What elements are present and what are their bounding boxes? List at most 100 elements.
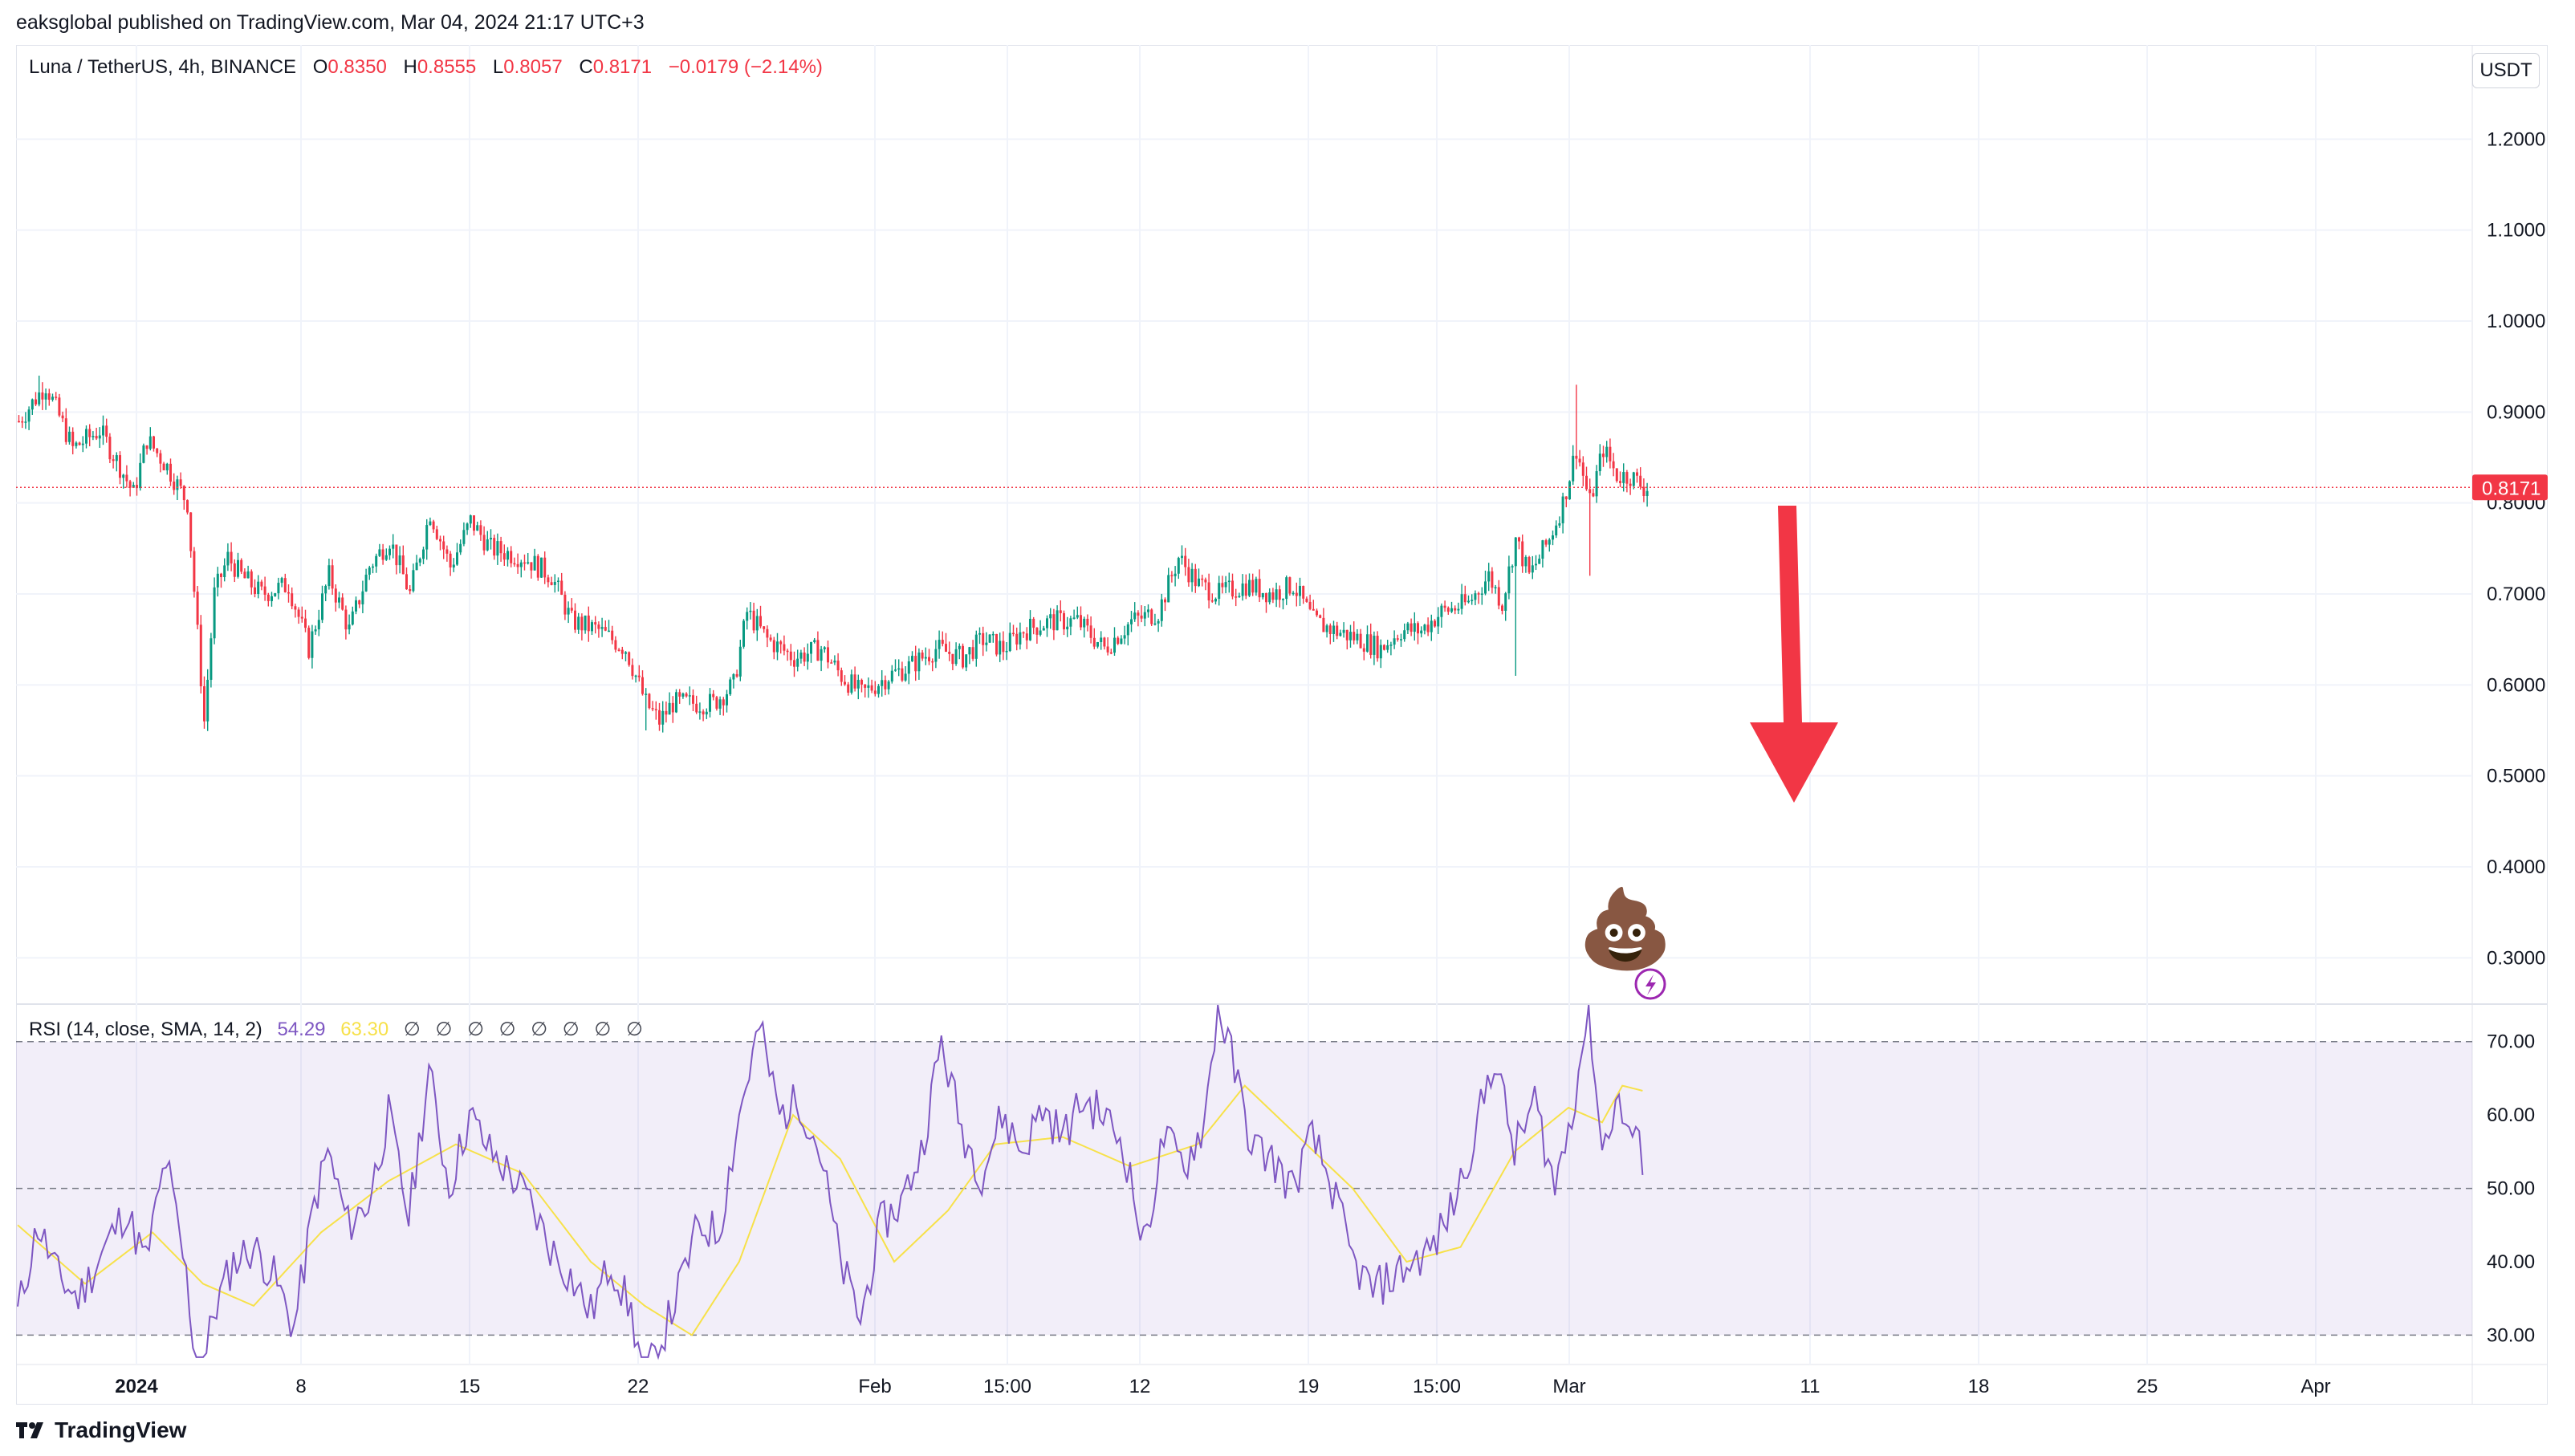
- price-tick-label: 1.0000: [2487, 311, 2545, 332]
- time-tick-label: 18: [1968, 1376, 1990, 1397]
- candle-body: [361, 591, 364, 604]
- close-label: C: [579, 56, 593, 78]
- publish-info: eaksglobal published on TradingView.com,…: [16, 11, 645, 34]
- candle-body: [567, 608, 570, 615]
- candle-body: [850, 674, 853, 693]
- candle-body: [439, 539, 441, 542]
- candle-body: [665, 710, 668, 715]
- candle-body: [243, 571, 246, 579]
- candle-body: [496, 541, 499, 556]
- candle-body: [1544, 540, 1548, 545]
- candle-body: [502, 553, 506, 560]
- candle-body: [796, 658, 799, 667]
- tradingview-brand[interactable]: TradingView: [16, 1417, 186, 1443]
- candle-body: [742, 620, 745, 647]
- candle-body: [311, 631, 314, 658]
- candle-body: [452, 564, 455, 567]
- candle-body: [71, 431, 75, 446]
- high-value: 0.8555: [417, 56, 477, 78]
- candle-body: [637, 675, 641, 677]
- candle-body: [971, 647, 974, 659]
- candle-body: [1342, 629, 1345, 633]
- candle-body: [678, 692, 681, 697]
- candle-body: [1244, 583, 1247, 596]
- candle-body: [894, 669, 897, 671]
- candle-body: [344, 609, 348, 630]
- candle-body: [1325, 625, 1328, 632]
- candle-body: [608, 630, 610, 632]
- candle-body: [1221, 583, 1224, 588]
- candle-body: [274, 593, 277, 596]
- candle-body: [1042, 628, 1045, 631]
- candle-body: [1376, 636, 1379, 659]
- candle-body: [1231, 580, 1234, 597]
- candle-body: [654, 709, 657, 710]
- candle-body: [1130, 619, 1133, 624]
- candle-body: [1319, 615, 1322, 618]
- candle-body: [324, 586, 327, 594]
- candle-body: [786, 650, 789, 653]
- candle-body: [836, 661, 840, 671]
- candle-body: [624, 652, 627, 654]
- candle-body: [1585, 475, 1588, 490]
- candle-body: [1423, 624, 1426, 631]
- candle-body: [873, 690, 877, 694]
- candle-body: [1645, 490, 1649, 497]
- candle-body: [1140, 615, 1143, 619]
- candle-body: [1366, 634, 1369, 652]
- candle-body: [988, 634, 991, 643]
- candle-body: [587, 615, 590, 632]
- candle-body: [1457, 608, 1460, 611]
- candle-body: [1184, 555, 1187, 567]
- candle-body: [661, 710, 665, 725]
- candle-body: [1190, 568, 1194, 583]
- symbol-label[interactable]: Luna / TetherUS, 4h, BINANCE: [29, 56, 297, 78]
- rsi-title[interactable]: RSI (14, close, SMA, 14, 2): [29, 1019, 262, 1040]
- candle-body: [473, 515, 475, 531]
- candle-body: [921, 653, 924, 659]
- candle-body: [580, 616, 584, 631]
- price-tick-label: 0.3000: [2487, 947, 2545, 969]
- down-arrow: [1750, 506, 1838, 803]
- candle-body: [1349, 632, 1352, 641]
- candle-body: [1092, 637, 1096, 647]
- candle-body: [827, 647, 829, 663]
- candle-body: [395, 544, 398, 566]
- candle-body: [803, 653, 806, 662]
- candle-body: [203, 686, 205, 722]
- candle-body: [945, 644, 947, 652]
- candle-body: [1460, 594, 1463, 609]
- candle-body: [954, 649, 958, 665]
- candle-body: [490, 538, 492, 539]
- candle-body: [486, 539, 489, 551]
- candle-body: [1008, 632, 1011, 651]
- candle-body: [513, 563, 516, 565]
- candle-body: [1619, 481, 1621, 483]
- candle-body: [1511, 566, 1514, 567]
- candle-body: [1039, 630, 1042, 635]
- rsi-empty-values: ∅ ∅ ∅ ∅ ∅ ∅ ∅ ∅: [403, 1019, 648, 1040]
- candle-body: [1204, 579, 1207, 583]
- candle-body: [597, 624, 600, 629]
- candle-body: [186, 500, 189, 513]
- candle-body: [314, 629, 317, 632]
- candle-body: [1292, 592, 1295, 595]
- candle-body: [1484, 581, 1487, 594]
- candle-body: [1117, 637, 1120, 645]
- candle-body: [1362, 648, 1365, 652]
- candle-body: [1207, 582, 1210, 601]
- candle-body: [412, 570, 415, 592]
- candle-body: [1558, 523, 1561, 526]
- time-tick-label: 2024: [115, 1376, 158, 1397]
- candle-body: [1126, 624, 1129, 636]
- candle-body: [1143, 612, 1146, 619]
- candle-body: [384, 555, 388, 560]
- candle-body: [1595, 471, 1598, 497]
- currency-button[interactable]: USDT: [2472, 53, 2540, 88]
- candle-body: [830, 662, 833, 664]
- candle-body: [763, 626, 766, 629]
- candle-body: [705, 711, 708, 715]
- candle-body: [1019, 632, 1022, 645]
- candle-body: [1328, 625, 1332, 634]
